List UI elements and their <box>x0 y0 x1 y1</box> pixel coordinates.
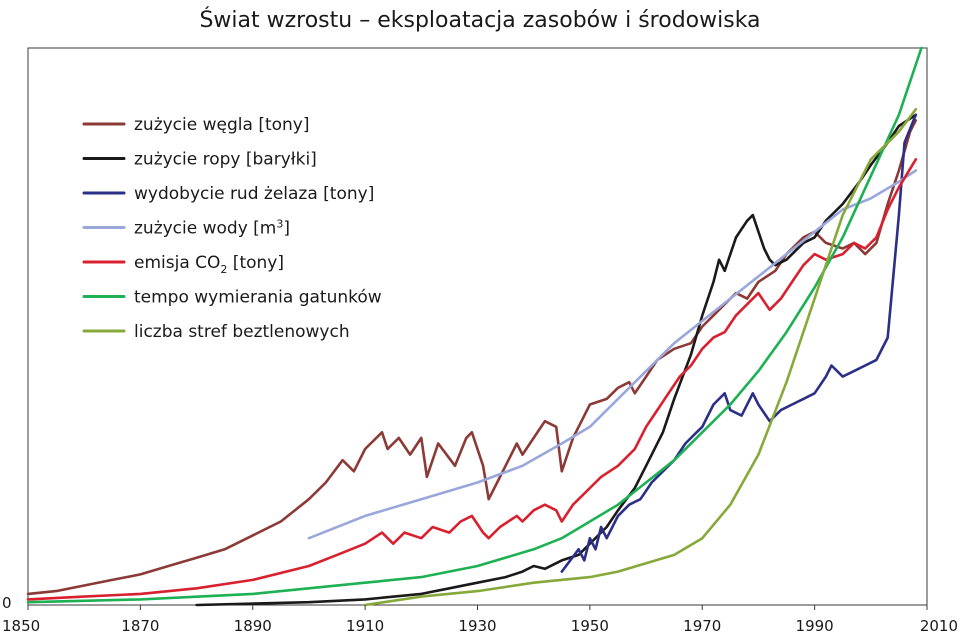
series-line-5 <box>26 158 918 601</box>
x-axis: 1850 1870 1890 1910 1930 1950 1970 1990 2010 <box>2 605 958 635</box>
legend-label-6: tempo wymierania gatunków <box>134 288 382 308</box>
legend-label-3: wydobycie rud żelaza [tony] <box>134 184 374 204</box>
x-tick-label: 1970 <box>683 617 721 635</box>
series-line-2 <box>195 113 918 607</box>
x-tick-label: 2010 <box>920 617 958 635</box>
x-tick-label: 1990 <box>796 617 834 635</box>
series-line-1 <box>26 119 918 596</box>
x-tick-label: 1930 <box>458 617 496 635</box>
legend-label-7: liczba stref beztlenowych <box>134 322 350 342</box>
legend-label-1: zużycie węgla [tony] <box>134 115 309 135</box>
x-tick-label: 1850 <box>2 617 40 635</box>
y-zero-label: 0 <box>2 594 12 612</box>
legend-label-5: emisja CO2 [tony] <box>134 253 284 276</box>
legend-label-4: zużycie wody [m3] <box>134 218 290 239</box>
series-layer <box>26 46 923 607</box>
x-tick-label: 1890 <box>234 617 272 635</box>
x-tick-label: 1870 <box>121 617 159 635</box>
series-line-3 <box>560 113 918 573</box>
legend: zużycie węgla [tony] zużycie ropy [baryłk… <box>82 115 382 342</box>
series-line-7 <box>363 108 918 607</box>
x-tick-label: 1910 <box>346 617 384 635</box>
series-line-4 <box>307 169 918 540</box>
legend-label-2: zużycie ropy [baryłki] <box>134 150 317 170</box>
chart-title: Świat wzrostu – eksploatacja zasobów i ś… <box>199 7 760 33</box>
series-line-6 <box>26 46 923 604</box>
x-tick-label: 1950 <box>571 617 609 635</box>
